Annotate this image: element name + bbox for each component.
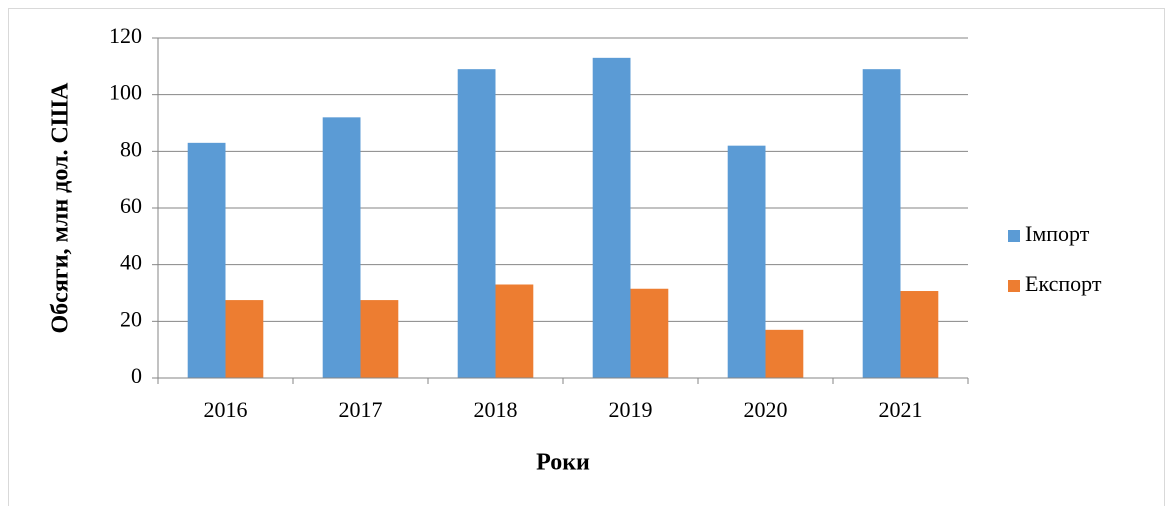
y-tick-label: 100: [109, 80, 142, 105]
x-tick-label: 2020: [744, 397, 788, 422]
y-tick-label: 120: [109, 23, 142, 48]
x-tick-label: 2019: [609, 397, 653, 422]
bar: [900, 291, 939, 378]
chart-border: [8, 8, 1165, 506]
bar: [360, 300, 399, 378]
x-axis-title: Роки: [536, 450, 590, 476]
legend-swatch: [1008, 280, 1020, 292]
x-tick-label: 2021: [879, 397, 923, 422]
legend-label: Імпорт: [1025, 221, 1090, 246]
bar: [457, 69, 496, 379]
bar: [322, 117, 361, 378]
bar: [592, 57, 631, 378]
x-tick-label: 2017: [339, 397, 383, 422]
bar: [225, 300, 264, 378]
y-tick-label: 60: [120, 193, 142, 218]
y-axis-title: Обсяги, млн дол. США: [48, 82, 74, 334]
bar: [765, 329, 804, 378]
bar: [495, 284, 534, 378]
bar: [187, 142, 226, 378]
bar: [862, 69, 901, 379]
legend-swatch: [1008, 230, 1020, 242]
y-tick-label: 20: [120, 306, 142, 331]
x-tick-label: 2016: [204, 397, 248, 422]
y-tick-label: 0: [131, 363, 142, 388]
y-tick-label: 40: [120, 250, 142, 275]
y-tick-label: 80: [120, 136, 142, 161]
bar: [630, 288, 669, 378]
x-tick-label: 2018: [474, 397, 518, 422]
legend-label: Експорт: [1025, 271, 1102, 296]
bar: [727, 145, 766, 378]
